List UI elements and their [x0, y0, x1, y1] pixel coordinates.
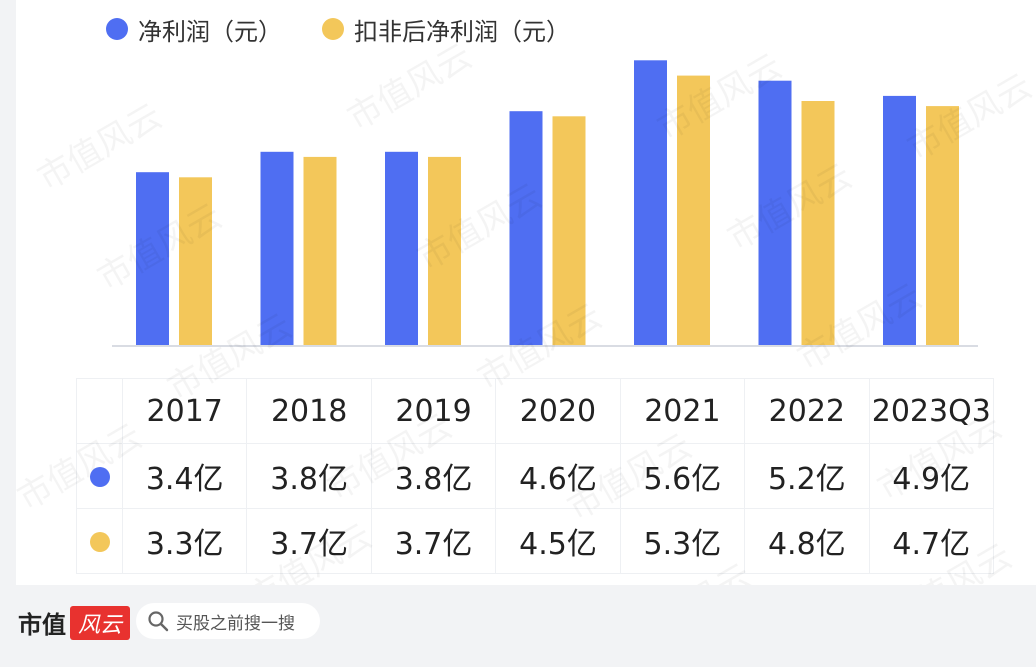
table-cell: 3.7亿 — [246, 508, 372, 574]
legend-item-deducted-net-profit[interactable]: 扣非后净利润（元） — [322, 12, 570, 47]
table-header-cell: 2018 — [246, 378, 372, 444]
table-cell: 3.8亿 — [246, 443, 372, 509]
bar-net-profit-2018[interactable] — [260, 151, 294, 345]
table-header-row: 2017 2018 2019 2020 2021 2022 2023Q3 — [76, 378, 995, 444]
bar-deducted-net-profit-2018[interactable] — [303, 156, 337, 345]
bar-net-profit-2019[interactable] — [385, 151, 418, 345]
table-header-cell: 2019 — [370, 378, 497, 444]
brand-logo[interactable]: 市值 风云 — [18, 605, 131, 640]
table-cell: 5.2亿 — [744, 443, 870, 509]
bar-deducted-net-profit-2023Q3[interactable] — [926, 106, 959, 345]
logo-text: 市值 — [18, 610, 66, 639]
table-header-cell: 2023Q3 — [868, 378, 995, 444]
bar-net-profit-2021[interactable] — [634, 60, 667, 346]
table-cell: 5.3亿 — [619, 508, 746, 574]
table-cell: 3.8亿 — [370, 443, 497, 509]
row-marker-cell — [76, 508, 123, 574]
table-cell: 4.5亿 — [495, 508, 621, 574]
footer-bar: 市值 风云 买股之前搜一搜 — [0, 585, 1036, 667]
table-cell: 3.4亿 — [121, 443, 248, 509]
chart-card: 净利润（元） 扣非后净利润（元） 2017 2018 2019 2020 202… — [16, 0, 1036, 585]
table-row-net-profit: 3.4亿 3.8亿 3.8亿 4.6亿 5.6亿 5.2亿 4.9亿 — [76, 443, 995, 509]
bar-net-profit-2023Q3[interactable] — [883, 95, 916, 346]
bar-net-profit-2020[interactable] — [509, 111, 543, 345]
table-cell: 3.3亿 — [121, 508, 248, 574]
yellow-dot-icon — [89, 532, 110, 552]
bar-net-profit-2017[interactable] — [136, 172, 169, 345]
legend-item-net-profit[interactable]: 净利润（元） — [106, 12, 282, 47]
table-cell: 4.6亿 — [495, 443, 621, 509]
logo-red-badge: 风云 — [70, 605, 131, 640]
table-cell: 5.6亿 — [619, 443, 746, 509]
blue-dot-icon — [89, 467, 110, 487]
table-header-cell: 2020 — [495, 378, 621, 444]
table-corner-cell — [76, 378, 123, 444]
bar-deducted-net-profit-2021[interactable] — [677, 75, 710, 345]
yellow-dot-icon — [322, 18, 344, 40]
table-cell: 4.9亿 — [868, 443, 995, 509]
search-placeholder: 买股之前搜一搜 — [176, 613, 295, 634]
table-header-cell: 2021 — [619, 378, 746, 444]
table-cell: 4.7亿 — [868, 508, 995, 574]
data-table: 2017 2018 2019 2020 2021 2022 2023Q3 3.4… — [76, 378, 995, 574]
search-icon — [148, 611, 169, 632]
table-row-deducted-net-profit: 3.3亿 3.7亿 3.7亿 4.5亿 5.3亿 4.8亿 4.7亿 — [76, 508, 995, 574]
chart-legend: 净利润（元） 扣非后净利润（元） — [106, 12, 610, 46]
bar-deducted-net-profit-2020[interactable] — [552, 116, 586, 346]
bar-deducted-net-profit-2019[interactable] — [428, 156, 461, 345]
blue-dot-icon — [106, 18, 128, 40]
bar-net-profit-2022[interactable] — [758, 80, 792, 345]
search-box[interactable]: 买股之前搜一搜 — [136, 603, 320, 639]
table-cell: 4.8亿 — [744, 508, 870, 574]
bar-chart — [112, 60, 978, 347]
bar-deducted-net-profit-2017[interactable] — [179, 177, 212, 345]
table-cell: 3.7亿 — [370, 508, 497, 574]
legend-label-deducted-net-profit: 扣非后净利润（元） — [354, 17, 570, 46]
bar-deducted-net-profit-2022[interactable] — [801, 101, 835, 345]
table-header-cell: 2022 — [744, 378, 870, 444]
legend-label-net-profit: 净利润（元） — [138, 17, 282, 46]
table-header-cell: 2017 — [121, 378, 248, 444]
row-marker-cell — [76, 443, 123, 509]
